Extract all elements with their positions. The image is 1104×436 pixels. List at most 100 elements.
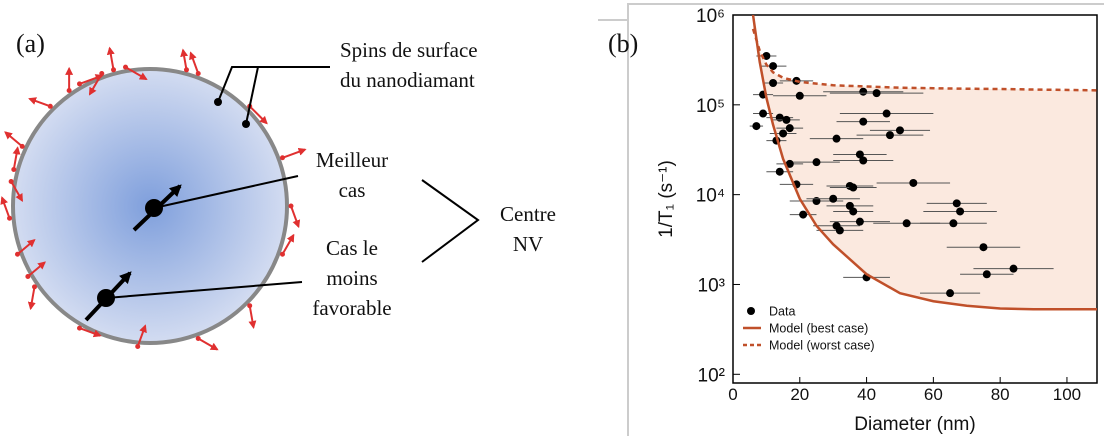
data-point [785,124,794,133]
model-line [751,15,1097,311]
data-point [775,167,784,176]
chart: 0 20 40 60 80 100 10² 10³ 10⁴ 10⁵ 10⁶ Diameter (nm)… [656,6,1098,435]
spin-dot [288,203,294,209]
spin-arrow [28,97,51,108]
data-point [785,159,794,168]
data-point [849,183,858,192]
spin-arrow [125,66,148,81]
frame [627,3,1104,20]
spin-dot [47,103,53,109]
spin-dot [279,251,285,257]
data-point [752,122,761,131]
spin-arrow [10,181,24,202]
pointer [245,66,259,125]
spin-arrow [16,239,36,255]
annotation: Cas le [326,236,378,260]
y-tick-label: 10³ [698,275,725,296]
annotation: cas [339,178,366,202]
data-point [859,87,868,96]
spin-arrow [248,105,268,125]
x-axis-label: Diameter (nm) [854,414,975,435]
data-point [909,178,918,187]
spin-dot [195,335,201,341]
x-tick-label: 60 [924,385,943,404]
legend-label: Model (worst case) [769,339,875,353]
data-point [769,78,778,87]
annotation: moins [326,266,377,290]
spin-arrow [88,73,103,96]
x-tick-label: 80 [991,385,1010,404]
data-point [859,117,868,126]
data-point [782,115,791,124]
data-point [855,150,864,159]
plot-frame [732,14,1098,384]
data-point [859,156,868,165]
spin-dot [135,343,141,349]
spin-dot [183,67,189,73]
annotation: du nanodiamant [340,68,475,92]
data-point [835,226,844,235]
data-point [946,289,955,298]
data-point [812,158,821,167]
y-tick-label: 10⁶ [696,6,725,27]
data-point [812,196,821,205]
spin-arrow [189,51,200,74]
spin-arrow [281,233,295,255]
annotation: NV [513,232,543,256]
x-tick-label: 20 [790,385,809,404]
legend-label: Model (best case) [769,322,868,336]
bracket [421,179,480,263]
spin-arrow [27,286,36,311]
data-point [832,134,841,143]
surface-spins [0,46,307,351]
spin-arrow [79,327,102,338]
spin-arrow [27,261,46,278]
spin-arrow [180,48,189,70]
annotation: Centre [500,202,556,226]
spin-arrow [197,337,219,351]
panel-label: (b) [608,29,638,58]
data-point [982,270,991,279]
spin-arrow [282,147,307,159]
spin-arrow [106,46,115,70]
spin-arrow [0,196,11,219]
data-point [799,210,808,219]
data-point [902,219,911,228]
legend-marker [747,307,755,315]
data-point [769,62,778,71]
annotation: favorable [312,296,391,320]
shaded-region [753,15,1097,310]
x-tick-label: 40 [857,385,876,404]
model-line [751,28,1097,92]
annotation: Meilleur [316,148,388,172]
panel-frame [598,3,1104,436]
data-point [872,89,881,98]
spin-dot [99,71,105,77]
pointer [217,66,330,103]
spin-dot [11,167,17,173]
spin-arrow [79,74,104,85]
spin-dot [8,179,14,185]
spin-dot [77,81,82,87]
y-tick-label: 10⁴ [696,186,725,207]
spin-arrow [248,305,257,329]
spin-arrow [12,146,21,170]
spin-dot [195,71,201,77]
data-point [795,91,804,100]
data-point [1009,264,1018,273]
spin-dot [247,303,253,309]
x-tick-label: 100 [1053,385,1081,404]
data-point [952,199,961,208]
spin-arrow [136,324,147,347]
data-point [855,217,864,226]
data-point [882,109,891,118]
spin-dot [25,274,31,279]
y-tick-label: 10⁵ [696,96,725,117]
spin-dot [19,143,25,149]
spin-dot [279,155,285,161]
spin-dot [31,284,37,290]
x-tick-label: 0 [728,385,737,404]
data-point [956,207,965,216]
spin-dot [111,67,117,73]
data-point [779,129,788,138]
